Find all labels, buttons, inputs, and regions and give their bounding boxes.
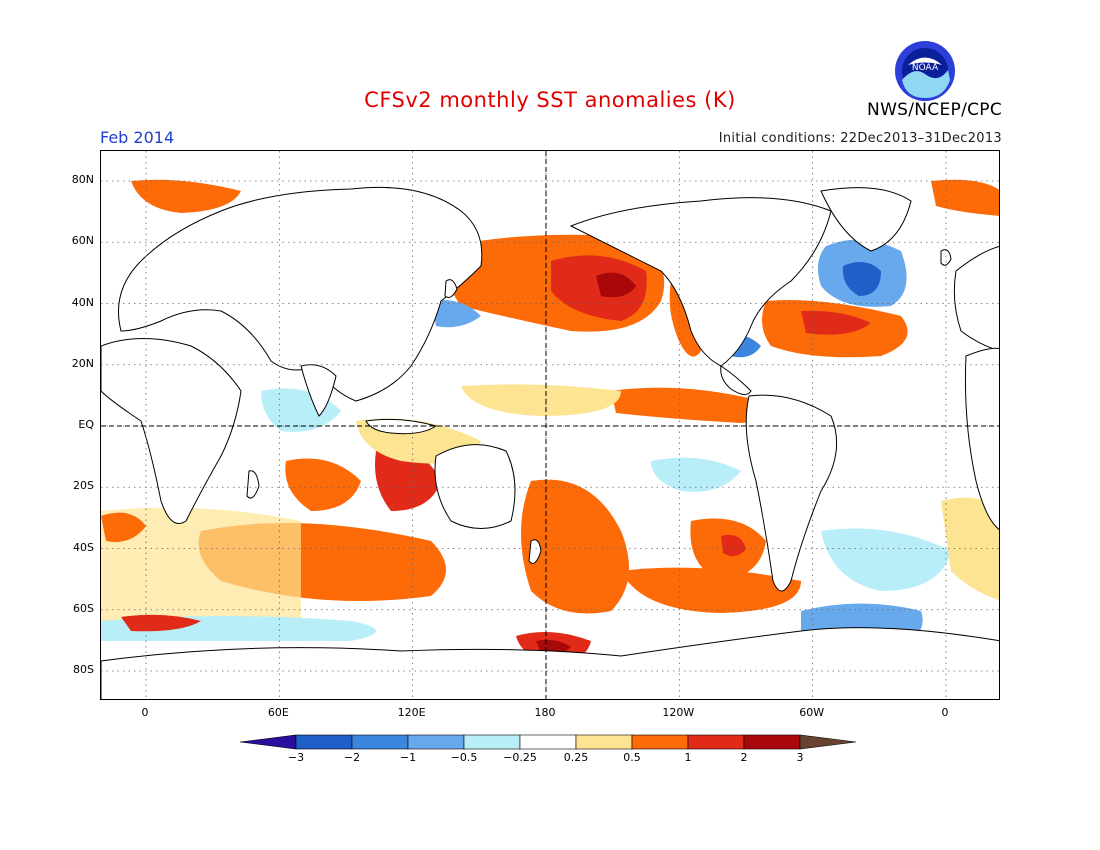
land-europe-wrap (953, 246, 999, 351)
forecast-period: Feb 2014 (100, 128, 175, 147)
lat-label: 20S (73, 479, 94, 493)
colorbar-upper-extend (799, 734, 857, 750)
anomaly-southeast-pacific-core (721, 534, 746, 557)
colorbar-segment (519, 734, 577, 750)
colorbar-segment (743, 734, 801, 750)
land-africa (101, 338, 242, 524)
anomaly-barents-sea (131, 179, 241, 213)
colorbar-tick-label: 1 (684, 751, 692, 764)
colorbar-tick-label: 2 (740, 751, 748, 764)
anomaly-central-indian (285, 458, 361, 511)
colorbar-tick-label: 0.5 (623, 751, 641, 764)
anomaly-south-pacific (521, 479, 629, 614)
anomaly-north-atlantic-cold-core (842, 262, 881, 296)
anomaly-south-atlantic-warm (941, 497, 999, 601)
lon-label: 120E (397, 706, 426, 719)
land-greenland (820, 187, 912, 252)
anomaly-north-pacific-peak (596, 272, 636, 298)
colorbar-segment (463, 734, 521, 750)
land-australia (434, 444, 516, 529)
land-indonesia (365, 418, 438, 435)
anomaly-east-eq-pacific (611, 387, 764, 423)
colorbar-lower-extend (240, 734, 297, 750)
lat-label: 20N (71, 356, 94, 370)
reference-lines (101, 151, 999, 699)
anomaly-north-pacific-core (551, 255, 647, 321)
lat-label: 40S (73, 540, 94, 554)
colorbar-tick-label: −1 (399, 751, 417, 764)
anomaly-ne-pacific-coast (669, 281, 701, 357)
colorbar-segment (687, 734, 745, 750)
lat-label: 40N (71, 295, 94, 309)
logo-text: NOAA (912, 63, 939, 73)
anomaly-field (101, 179, 999, 663)
colorbar-tick-label: 3 (796, 751, 804, 764)
anomaly-barents-sea-right (931, 179, 999, 216)
land-india (300, 364, 337, 417)
lon-label: 60W (799, 706, 825, 719)
colorbar-tick-label: 0.25 (563, 751, 589, 764)
anomaly-central-pacific-yellow (461, 384, 621, 416)
colorbar-segment (351, 734, 409, 750)
anomaly-benguela-warm (101, 512, 146, 542)
colorbar (240, 734, 857, 750)
lat-label: 60N (71, 234, 94, 248)
anomaly-south-pacific-band (621, 567, 801, 613)
land-madagascar (246, 470, 260, 499)
noaa-logo-icon: NOAA (895, 41, 955, 101)
anomaly-east-trop-pacific-cold (651, 457, 741, 492)
anomaly-kuroshio-blue (431, 300, 481, 328)
lat-label: 80S (73, 663, 94, 676)
initial-conditions-label: Initial conditions: 22Dec2013–31Dec2013 (718, 131, 1002, 146)
land-central-america (720, 365, 752, 395)
anomaly-west-australia (375, 449, 441, 511)
colorbar-segment (295, 734, 353, 750)
map-canvas (101, 151, 999, 699)
anomaly-antarctic-warm-west (121, 614, 201, 632)
colorbar-tick-label: −2 (343, 751, 361, 764)
anomaly-south-indian-yellow (101, 507, 301, 631)
land-eurasia (118, 186, 483, 402)
land-japan (444, 279, 458, 298)
lon-label: 180 (534, 706, 556, 719)
sst-anomaly-map (100, 150, 1000, 700)
lat-label: EQ (78, 418, 94, 431)
land-new-zealand (528, 539, 542, 564)
colorbar-segment (575, 734, 633, 750)
continents (101, 186, 999, 699)
land-south-america (745, 394, 838, 592)
land-north-america (569, 197, 832, 367)
lat-label: 60S (73, 601, 94, 615)
colorbar-tick-label: −3 (287, 751, 305, 764)
lon-label: 0 (141, 706, 149, 719)
agency-label: NWS/NCEP/CPC (867, 100, 1002, 120)
land-africa-wrap (964, 347, 999, 531)
lon-label: 60E (267, 706, 289, 719)
anomaly-subtrop-atlantic-core (801, 310, 871, 335)
colorbar-tick-label: −0.25 (503, 751, 537, 764)
lat-label: 80N (71, 173, 94, 186)
chart-title: CFSv2 monthly SST anomalies (K) (364, 88, 736, 112)
land-antarctica (101, 627, 999, 699)
colorbar-segment (407, 734, 465, 750)
colorbar-segment (631, 734, 689, 750)
lon-label: 120W (662, 706, 695, 719)
anomaly-south-atlantic-cold (821, 528, 951, 591)
lon-label: 0 (941, 706, 949, 719)
colorbar-tick-label: −0.5 (450, 751, 478, 764)
land-uk (940, 249, 952, 266)
